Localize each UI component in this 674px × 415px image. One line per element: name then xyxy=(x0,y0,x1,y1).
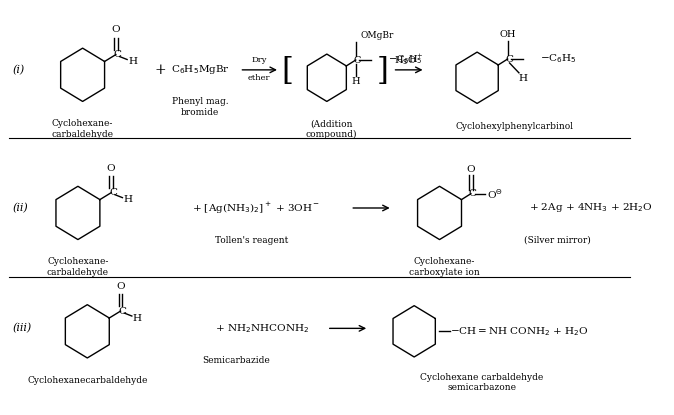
Text: H: H xyxy=(128,57,137,66)
Text: OH: OH xyxy=(499,30,516,39)
Text: Phenyl mag.
bromide: Phenyl mag. bromide xyxy=(172,98,228,117)
Text: $-$C$_6$H$_5$: $-$C$_6$H$_5$ xyxy=(540,53,576,66)
Text: ]: ] xyxy=(377,56,388,87)
Text: Dry: Dry xyxy=(251,56,267,64)
Text: H: H xyxy=(133,313,142,322)
Text: O: O xyxy=(466,164,475,173)
Text: Semicarbazide: Semicarbazide xyxy=(202,356,270,365)
Text: H: H xyxy=(351,77,360,86)
Text: + [Ag(NH$_3$)$_2$]$^+$ + 3OH$^-$: + [Ag(NH$_3$)$_2$]$^+$ + 3OH$^-$ xyxy=(192,200,320,215)
Text: Cyclohexanecarbaldehyde: Cyclohexanecarbaldehyde xyxy=(27,376,148,385)
Text: $-$C$_6$H$_5$: $-$C$_6$H$_5$ xyxy=(388,54,423,66)
Text: $-$CH$=$NH CONH$_2$ + H$_2$O: $-$CH$=$NH CONH$_2$ + H$_2$O xyxy=(450,325,588,338)
Text: (iii): (iii) xyxy=(12,323,32,334)
Text: H: H xyxy=(518,74,527,83)
Text: O: O xyxy=(116,282,125,291)
Text: C: C xyxy=(109,188,117,197)
Text: O: O xyxy=(107,164,115,173)
Text: Cyclohexane-
carboxylate ion: Cyclohexane- carboxylate ion xyxy=(409,257,480,277)
Text: O: O xyxy=(111,25,120,34)
Text: ether: ether xyxy=(248,74,270,82)
Text: C: C xyxy=(114,50,122,59)
Text: Cyclohexane-
carbaldehyde: Cyclohexane- carbaldehyde xyxy=(52,119,114,139)
Text: Cyclohexane carbaldehyde
semicarbazone: Cyclohexane carbaldehyde semicarbazone xyxy=(420,373,543,392)
Text: Cyclohexane-
carbaldehyde: Cyclohexane- carbaldehyde xyxy=(47,257,109,277)
Text: H$_3$O$^+$: H$_3$O$^+$ xyxy=(394,53,423,68)
Text: +: + xyxy=(155,63,166,77)
Text: (ii): (ii) xyxy=(12,203,28,213)
Text: C: C xyxy=(506,54,514,63)
Text: (i): (i) xyxy=(12,65,24,75)
Text: C: C xyxy=(354,56,361,64)
Text: H: H xyxy=(123,195,133,204)
Text: OMgBr: OMgBr xyxy=(361,31,394,40)
Text: + 2Ag + 4NH$_3$ + 2H$_2$O: + 2Ag + 4NH$_3$ + 2H$_2$O xyxy=(529,202,652,215)
Text: C$_6$H$_5$MgBr: C$_6$H$_5$MgBr xyxy=(171,63,229,76)
Text: C: C xyxy=(469,189,477,198)
Text: [: [ xyxy=(282,56,294,87)
Text: C: C xyxy=(119,307,127,315)
Text: Tollen's reagent: Tollen's reagent xyxy=(215,236,288,244)
Text: (Silver mirror): (Silver mirror) xyxy=(524,236,590,244)
Text: O$^\Theta$: O$^\Theta$ xyxy=(487,187,503,200)
Text: + NH$_2$NHCONH$_2$: + NH$_2$NHCONH$_2$ xyxy=(210,322,310,335)
Text: Cyclohexylphenylcarbinol: Cyclohexylphenylcarbinol xyxy=(456,122,574,131)
Text: (Addition
compound): (Addition compound) xyxy=(306,119,357,139)
